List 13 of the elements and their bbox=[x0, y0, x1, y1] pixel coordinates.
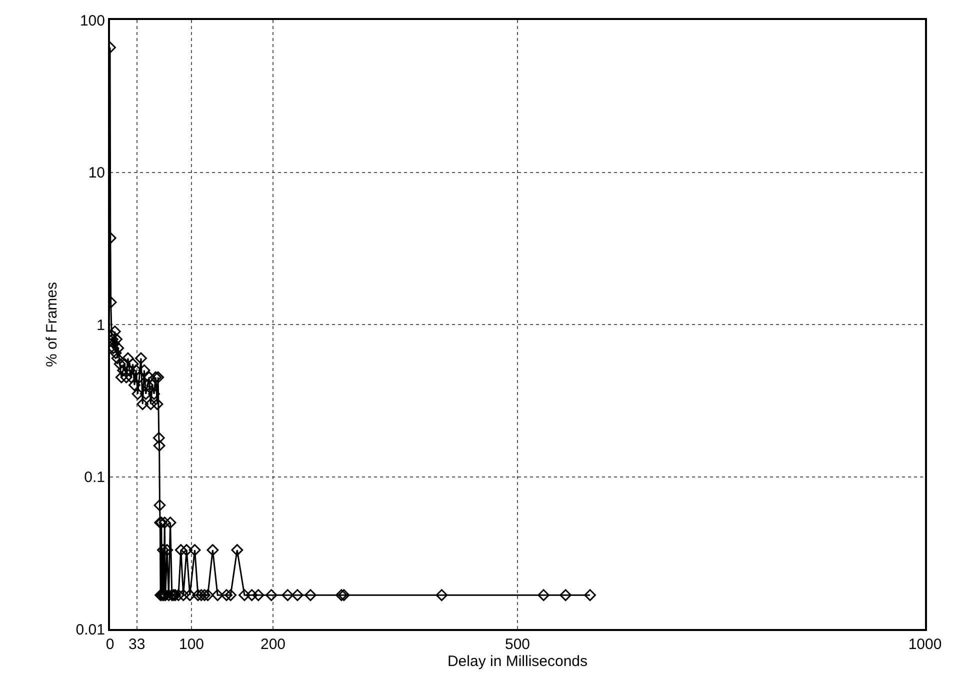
y-tick-label: 0.1 bbox=[84, 469, 105, 486]
x-tick-label: 500 bbox=[504, 636, 530, 653]
x-tick-label: 100 bbox=[178, 636, 204, 653]
y-axis-title: % of Frames bbox=[44, 282, 61, 368]
x-tick-label: 33 bbox=[128, 636, 146, 653]
x-tick-label: 1000 bbox=[908, 636, 942, 653]
x-tick-label: 200 bbox=[260, 636, 286, 653]
y-tick-label: 100 bbox=[80, 12, 105, 30]
y-tick-label: 10 bbox=[88, 164, 105, 182]
x-tick-label: 0 bbox=[106, 636, 114, 653]
y-tick-label: 1 bbox=[96, 316, 105, 334]
y-tick-label: 0.01 bbox=[76, 621, 105, 638]
x-axis-title: Delay in Milliseconds bbox=[447, 653, 588, 670]
